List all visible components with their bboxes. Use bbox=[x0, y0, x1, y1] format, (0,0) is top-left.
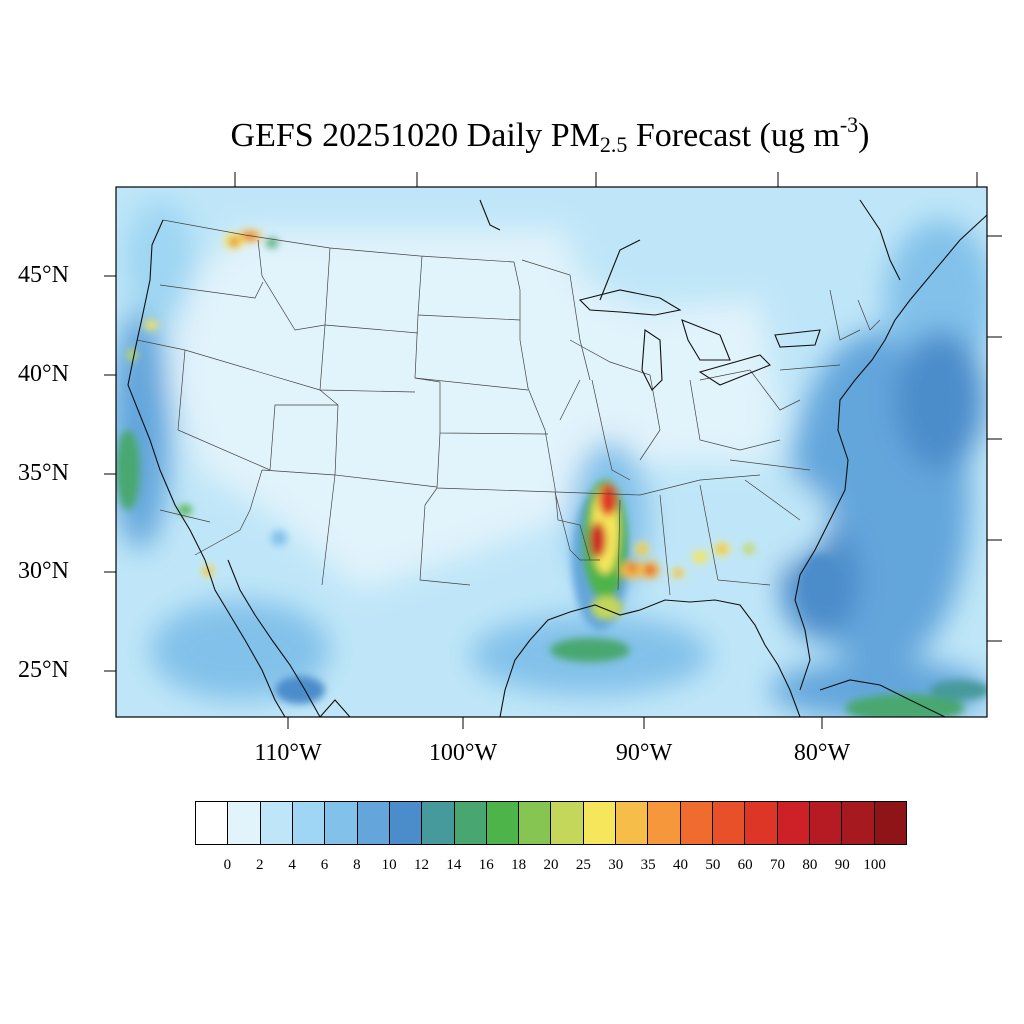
colorbar-level-label: 6 bbox=[320, 857, 329, 873]
map-frame bbox=[115, 186, 988, 718]
colorbar-level-label: 4 bbox=[288, 857, 296, 873]
lat-label-35n: 35°N bbox=[18, 460, 69, 486]
colorbar-swatch bbox=[196, 802, 229, 844]
colorbar-swatch bbox=[228, 802, 261, 844]
colorbar-level-label: 25 bbox=[575, 857, 591, 873]
colorbar-swatch bbox=[292, 802, 326, 844]
colorbar-swatch bbox=[486, 802, 520, 844]
lat-label-25n: 25°N bbox=[18, 657, 69, 683]
colorbar-level-label: 12 bbox=[414, 857, 430, 873]
colorbar-level-label: 14 bbox=[446, 857, 462, 873]
lon-label-80w: 80°W bbox=[793, 740, 851, 766]
colorbar-swatch bbox=[260, 802, 293, 844]
colorbar-swatch bbox=[422, 802, 455, 844]
colorbar-swatch bbox=[389, 802, 423, 844]
colorbar-swatch bbox=[583, 802, 617, 844]
colorbar-swatch bbox=[713, 802, 746, 844]
colorbar-level-label: 35 bbox=[640, 857, 656, 873]
colorbar-level-label: 60 bbox=[737, 857, 753, 873]
coastlines bbox=[127, 199, 987, 717]
colorbar-swatch bbox=[842, 802, 875, 844]
colorbar-swatch bbox=[551, 802, 584, 844]
colorbar-level-label: 80 bbox=[802, 857, 818, 873]
colorbar-swatch bbox=[357, 802, 390, 844]
colorbar-level-label: 100 bbox=[863, 857, 886, 873]
lat-label-40n: 40°N bbox=[18, 361, 69, 387]
lon-label-110w: 110°W bbox=[254, 740, 322, 766]
colorbar-swatch bbox=[809, 802, 843, 844]
colorbar-level-label: 8 bbox=[353, 857, 361, 873]
colorbar-level-label: 18 bbox=[511, 857, 527, 873]
colorbar-swatch bbox=[680, 802, 713, 844]
lat-label-45n: 45°N bbox=[18, 262, 69, 288]
axis-ticks bbox=[104, 172, 1002, 729]
lat-label-30n: 30°N bbox=[18, 558, 69, 584]
colorbar-level-label: 0 bbox=[223, 857, 232, 873]
colorbar-level-label: 2 bbox=[255, 857, 264, 873]
state-boundaries bbox=[136, 219, 881, 596]
lon-label-100w: 100°W bbox=[428, 740, 498, 766]
pm25-field bbox=[116, 187, 987, 717]
colorbar-level-label: 16 bbox=[478, 857, 494, 873]
colorbar-swatch bbox=[616, 802, 649, 844]
colorbar-swatch bbox=[745, 802, 778, 844]
colorbar-swatch bbox=[874, 802, 906, 844]
colorbar-level-label: 20 bbox=[543, 857, 559, 873]
colorbar-level-label: 70 bbox=[770, 857, 786, 873]
colorbar-level-label: 50 bbox=[705, 857, 721, 873]
colorbar-swatch bbox=[519, 802, 552, 844]
lon-label-90w: 90°W bbox=[615, 740, 673, 766]
colorbar-swatch bbox=[777, 802, 810, 844]
colorbar-level-label: 10 bbox=[381, 857, 397, 873]
colorbar bbox=[195, 801, 907, 845]
colorbar-level-label: 40 bbox=[672, 857, 688, 873]
colorbar-level-label: 90 bbox=[834, 857, 850, 873]
colorbar-level-label: 30 bbox=[608, 857, 624, 873]
map-title: GEFS 20251020 Daily PM2.5 Forecast (ug m… bbox=[230, 112, 870, 157]
colorbar-swatch bbox=[648, 802, 681, 844]
colorbar-swatch bbox=[325, 802, 358, 844]
colorbar-swatch bbox=[454, 802, 487, 844]
